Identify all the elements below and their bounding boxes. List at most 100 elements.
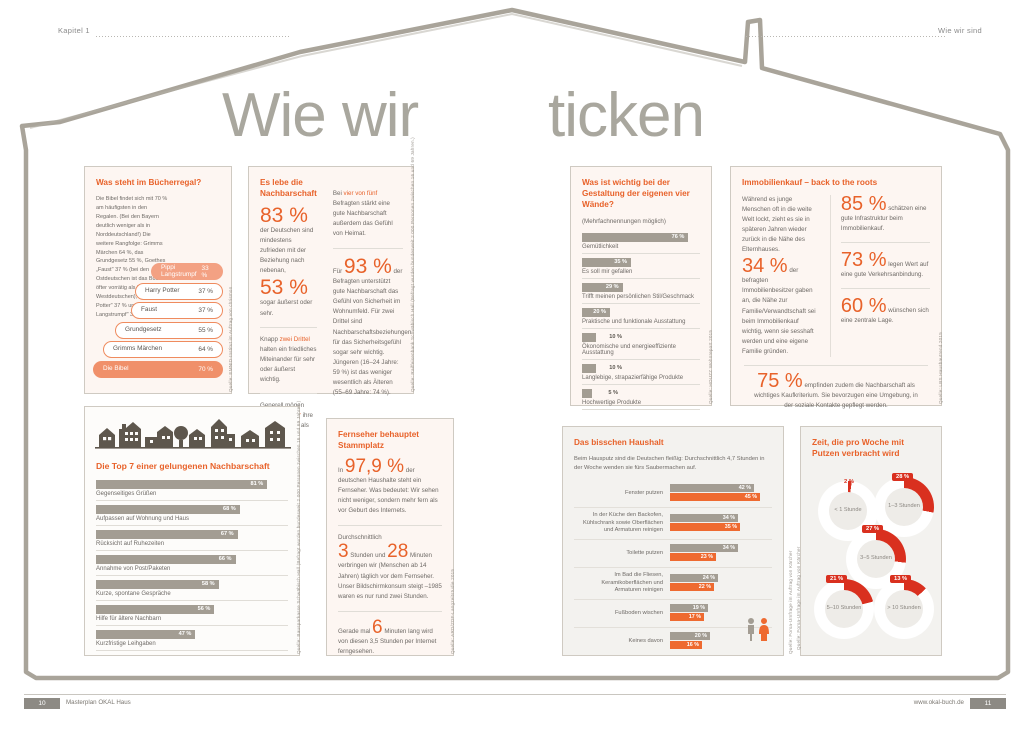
donut-center-label: 5–10 Stunden	[825, 589, 863, 628]
top7-source: Quelle: Bausparkasse Schwäbisch Hall (Be…	[296, 400, 301, 654]
para2-b: halten ein friedliches Miteinander für s…	[260, 345, 317, 383]
donut-percent-label: 21 %	[826, 574, 848, 583]
rp1-highlight: vier von fünf	[343, 190, 378, 197]
stat-value: 75 %	[757, 369, 803, 392]
stat-a: schätzen eine gute	[840, 205, 927, 223]
gestaltung-bar-row: 76 % Gemütlichkeit	[582, 233, 700, 255]
haushalt-row: Fußboden wischen 19 % 17 %	[574, 598, 772, 627]
immobilienkauf-stat-85: 85 % schätzen eine gute Infrastruktur be…	[840, 194, 930, 234]
gestaltung-bar-row: 35 % Es soll mir gefallen	[582, 258, 700, 280]
divider	[338, 610, 442, 612]
houses-silhouette-icon	[95, 419, 291, 449]
panel-haushalt: Das bisschen Haushalt Beim Hausputz sind…	[562, 426, 784, 656]
haushalt-row-label: Fußboden wischen	[614, 609, 663, 616]
gestaltung-bar-row: 20 % Praktische und funktionale Ausstattu…	[582, 308, 700, 330]
top7-bar-row: 66 % Annahme von Post/Paketen	[96, 554, 288, 576]
stat-unit: Minuten	[382, 627, 407, 635]
haushalt-row-bars: 34 % 35 %	[670, 513, 772, 533]
stat-value: 83 %	[260, 204, 308, 228]
para3-a: Generell mögen	[260, 402, 304, 409]
haushalt-row-label: Keines davon	[628, 637, 663, 644]
top7-bar-chart: 81 % Gegenseitiges Grüßen 68 % Aufpassen au…	[96, 479, 288, 651]
bar-value: 20 %	[694, 632, 707, 639]
book-label: Die Bibel	[103, 364, 129, 372]
stat-highlight: zentrale Lage	[854, 317, 892, 325]
panel-immobilienkauf: Immobilienkauf – back to the roots Währe…	[730, 166, 942, 409]
haushalt-row-bars: 20 % 16 %	[670, 631, 772, 651]
haushalt-row-bars: 19 % 17 %	[670, 603, 772, 623]
bar-value: 66 %	[218, 555, 232, 562]
bar-value: 35 %	[614, 259, 627, 266]
rp1-a: Bei	[332, 190, 344, 197]
book-row: Pippi Langstrumpf 33 %	[151, 263, 223, 280]
stat-b: sei beim Immobilienkauf wichtig, wenn si…	[742, 307, 816, 355]
donut-segment: < 1 Stunde 2 %	[818, 479, 878, 541]
page-number-left: 10	[24, 698, 60, 709]
divider	[840, 242, 930, 244]
donut-segment: 5–10 Stunden 21 %	[814, 574, 874, 639]
bar-value: 17 %	[688, 614, 701, 621]
haushalt-intro: Beim Hausputz sind die Deutschen fleißig…	[574, 456, 765, 472]
fernseher-avg-label: Durchschnittlich	[338, 534, 382, 542]
stat-prefix: Gerade mal	[338, 627, 373, 635]
donut-center-label: 3–5 Stunden	[857, 539, 895, 578]
buecherregal-title: Was steht im Bücherregal?	[96, 178, 202, 187]
immobilienkauf-source: Quelle: LBS Hausbautrend 2015	[938, 332, 943, 404]
stat-c: . Jüngeren (16–24 Jahre: 59 %) ist das w…	[332, 348, 399, 396]
donut-ring: 1–3 Stunden	[874, 476, 934, 537]
haushalt-row: Im Bad die Fliesen, Keramikoberflächen u…	[574, 566, 772, 599]
top7-title: Die Top 7 einer gelungenen Nachbarschaft	[96, 461, 270, 471]
panel-putzzeit: Zeit, die pro Woche mit Putzen verbracht…	[800, 426, 942, 656]
stat-value: 93 %	[343, 255, 392, 279]
top7-bar-row: 58 % Kurze, spontane Gespräche	[96, 579, 288, 601]
panel-nachbarschaft: Es lebe die Nachbarschaft 83 % der Deuts…	[248, 166, 414, 439]
haushalt-row: In der Küche den Backofen, Kühlschrank s…	[574, 506, 772, 539]
divider	[840, 288, 930, 290]
footer-url-right: www.okal-buch.de	[913, 699, 964, 706]
stat-value: 60 %	[840, 295, 887, 318]
haushalt-row: Keines davon 20 % 16 %	[574, 626, 772, 655]
book-value: 64 %	[198, 346, 213, 353]
stat-text: lang wird von diesen 3,5 Stunden per Int…	[338, 627, 437, 655]
bar-label: Kurzfristige Leihgaben	[96, 640, 156, 647]
divider	[582, 253, 700, 255]
para2-highlight: zwei Drittel	[279, 335, 310, 343]
bar-label: Gemütlichkeit	[582, 244, 619, 251]
bar-label: Praktische und funktionale Ausstattung	[582, 319, 686, 326]
haushalt-title: Das bisschen Haushalt	[574, 438, 664, 447]
book-row: Faust 37 %	[131, 302, 223, 319]
donut-center-label: > 10 Stunden	[885, 589, 923, 628]
bar: 19 %	[670, 603, 708, 612]
bar-value: 5 %	[608, 390, 618, 397]
bar: 5 %	[582, 389, 618, 399]
bar-value: 45 %	[744, 494, 757, 501]
stat-value: 97,9 %	[344, 456, 405, 478]
bar: 23 %	[670, 553, 716, 562]
book-label: Grimms Märchen	[113, 345, 163, 353]
bar: 17 %	[670, 613, 704, 622]
gestaltung-bar-row: 10 % Langlebige, strapazierfähige Produkt…	[582, 364, 700, 386]
haushalt-source: Quelle: Forsa-Umfrage im Auftrag von Kär…	[788, 550, 793, 654]
nachbarschaft-stat-93: Für 93 % der Befragten unterstützt gute …	[332, 255, 411, 398]
bar-label: Gegenseitiges Grüßen	[96, 490, 157, 497]
stat-highlight: Verkehrsanbindung	[868, 271, 922, 279]
stat-hours-unit: Stunden	[348, 552, 374, 560]
donut-ring: > 10 Stunden	[874, 578, 934, 639]
footer-label-left: Masterplan OKAL Haus	[66, 699, 131, 706]
page-number-right: 11	[970, 698, 1006, 709]
stat-b: beim Immobilienkauf.	[840, 215, 903, 233]
bar: 34 %	[670, 513, 738, 522]
panel-buecherregal: Was steht im Bücherregal? Die Bibel find…	[84, 166, 232, 394]
donut-percent-label: 27 %	[862, 524, 884, 533]
rp1-b: Befragten stärkt eine gute Nachbarschaft…	[332, 200, 393, 238]
stat-value: 34 %	[742, 255, 788, 278]
donut-percent-label: 13 %	[890, 574, 912, 583]
donut-segment: > 10 Stunden 13 %	[874, 574, 934, 639]
stat-conj: und	[373, 552, 388, 560]
top7-bar-row: 68 % Aufpassen auf Wohnung und Haus	[96, 504, 288, 526]
bar-value: 81 %	[250, 480, 264, 487]
stat-text: der Deutschen sind mindestens zufrieden …	[260, 227, 314, 275]
stat-value: 6	[372, 616, 383, 638]
immobilienkauf-title: Immobilienkauf – back to the roots	[742, 178, 878, 187]
bar: 68 %	[96, 504, 240, 514]
